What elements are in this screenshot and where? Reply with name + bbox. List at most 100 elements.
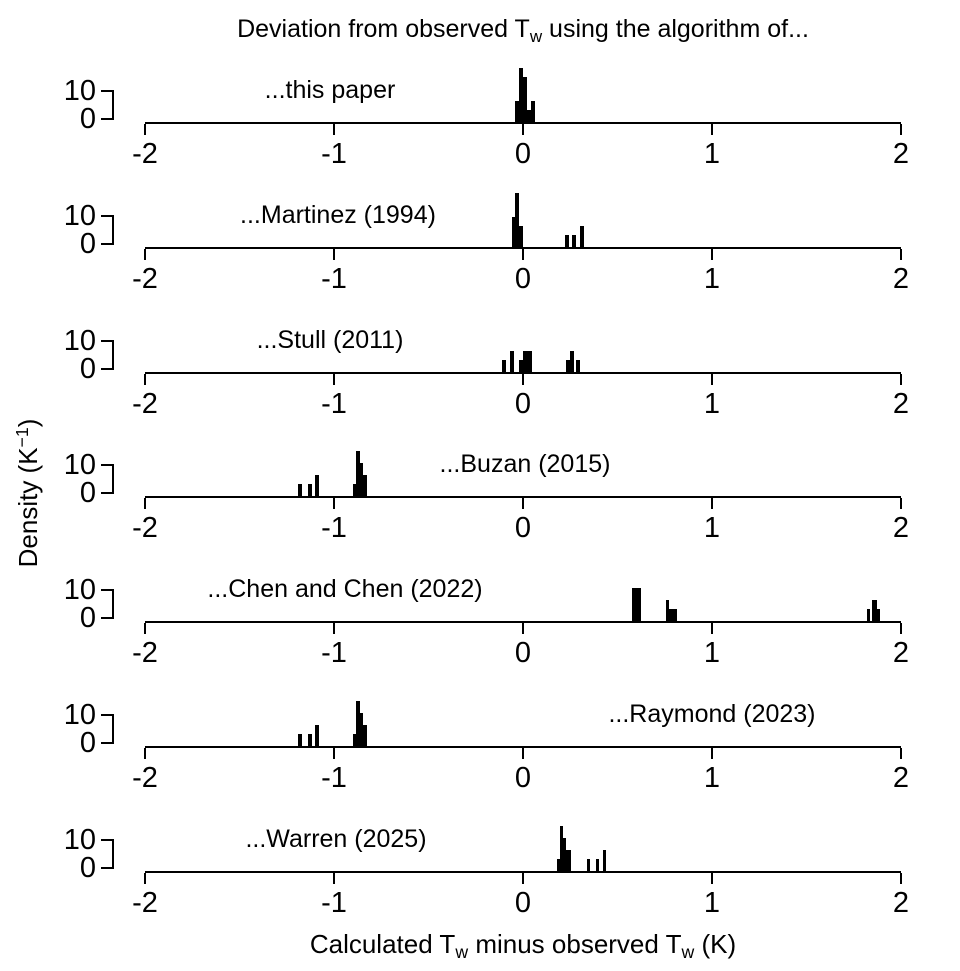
x-tick: [900, 873, 902, 884]
y-axis-line: [112, 714, 114, 744]
y-axis-line: [112, 839, 114, 869]
x-tick: [711, 374, 713, 385]
y-tick: [101, 118, 112, 120]
histogram-bar: [356, 701, 360, 748]
histogram-bar: [872, 600, 877, 623]
panel-label: ...Raymond (2023): [608, 700, 816, 728]
x-tick-label: -2: [132, 887, 158, 919]
x-tick-label: -1: [321, 263, 347, 295]
x-tick-label: 0: [514, 388, 532, 420]
histogram-bar: [877, 609, 880, 623]
histogram-bar: [359, 713, 363, 748]
y-tick-label: 0: [79, 477, 96, 509]
y-axis-line: [112, 90, 114, 120]
histogram-bar: [515, 101, 519, 124]
x-tick-label: 2: [892, 512, 910, 544]
y-tick-label: 0: [79, 852, 96, 884]
histogram-bar: [572, 235, 576, 249]
x-tick: [900, 623, 902, 634]
y-axis-line: [112, 340, 114, 370]
histogram-bar: [298, 484, 302, 498]
x-tick: [900, 748, 902, 759]
x-tick-label: 2: [892, 762, 910, 794]
y-tick: [101, 464, 112, 466]
x-tick: [711, 498, 713, 509]
x-tick-label: 1: [703, 388, 721, 420]
histogram-bar: [531, 101, 535, 124]
y-tick-label: 10: [63, 449, 96, 481]
x-tick-label: 1: [703, 887, 721, 919]
y-tick: [101, 867, 112, 869]
x-tick-label: -1: [321, 887, 347, 919]
y-axis-line: [112, 464, 114, 494]
histogram-bar: [512, 217, 516, 249]
y-tick-label: 0: [79, 103, 96, 135]
x-tick: [900, 498, 902, 509]
x-tick: [144, 873, 146, 884]
panel-label: ...Warren (2025): [245, 825, 427, 853]
y-tick: [101, 714, 112, 716]
y-tick-label: 0: [79, 727, 96, 759]
histogram-bar: [353, 734, 357, 748]
x-tick-label: 1: [703, 637, 721, 669]
histogram-bar: [308, 734, 312, 748]
x-tick: [333, 873, 335, 884]
histogram-bar: [867, 609, 870, 623]
histogram-bar: [362, 475, 367, 498]
x-tick-label: -2: [132, 263, 158, 295]
x-tick: [711, 124, 713, 135]
x-tick: [144, 124, 146, 135]
x-tick-label: 0: [514, 887, 532, 919]
histogram-bar: [523, 77, 527, 124]
x-tick: [144, 374, 146, 385]
x-tick-label: 2: [892, 887, 910, 919]
y-tick: [101, 243, 112, 245]
x-tick: [522, 873, 524, 884]
histogram-bar: [502, 360, 506, 374]
histogram-bar: [666, 600, 669, 623]
x-tick: [900, 374, 902, 385]
x-tick-label: 1: [703, 762, 721, 794]
histogram-bar: [523, 351, 532, 374]
x-tick: [711, 249, 713, 260]
histogram-bar: [519, 68, 523, 124]
x-tick: [333, 498, 335, 509]
x-tick-label: -1: [321, 388, 347, 420]
x-tick-label: 2: [892, 138, 910, 170]
x-tick: [144, 498, 146, 509]
x-axis-line: [145, 871, 901, 873]
histogram-bar: [566, 850, 571, 873]
y-tick: [101, 589, 112, 591]
x-tick: [333, 748, 335, 759]
panel-label: ...Stull (2011): [256, 326, 404, 354]
x-tick: [711, 748, 713, 759]
x-tick: [522, 748, 524, 759]
x-tick-label: -2: [132, 138, 158, 170]
histogram-bar: [362, 725, 367, 748]
y-tick-label: 10: [63, 325, 96, 357]
histogram-bar: [356, 451, 360, 498]
histogram-bar: [580, 226, 584, 249]
x-tick-label: 1: [703, 512, 721, 544]
x-tick-label: 2: [892, 263, 910, 295]
chart-title-subscript: w: [529, 26, 543, 46]
y-tick-label: 10: [63, 574, 96, 606]
x-tick: [144, 249, 146, 260]
x-tick: [144, 748, 146, 759]
y-tick-label: 10: [63, 824, 96, 856]
y-axis-line: [112, 215, 114, 245]
x-tick-label: 1: [703, 263, 721, 295]
y-axis-line: [112, 589, 114, 619]
y-tick: [101, 617, 112, 619]
histogram-bar: [560, 826, 563, 873]
x-tick-label: 0: [514, 512, 532, 544]
x-axis-line: [145, 621, 901, 623]
x-tick-label: -2: [132, 637, 158, 669]
y-tick: [101, 340, 112, 342]
y-axis-title: Density (K−1): [6, 333, 43, 653]
chart-title-text: Deviation from observed T: [237, 15, 530, 43]
x-axis-title-text: Calculated T: [309, 929, 456, 959]
histogram-bar: [576, 360, 580, 374]
x-axis-line: [145, 496, 901, 498]
